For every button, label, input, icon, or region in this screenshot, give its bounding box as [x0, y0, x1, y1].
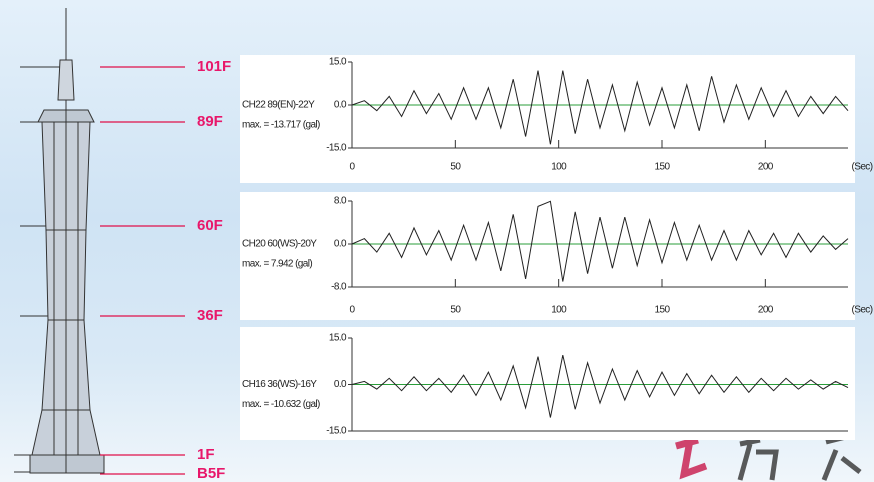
y-tick-label: -8.0: [331, 282, 347, 293]
floor-label: B5F: [197, 465, 225, 482]
panel-background: [240, 327, 855, 440]
x-tick-label: 150: [655, 305, 671, 316]
x-axis-label: (Sec): [852, 305, 873, 316]
floor-label: 36F: [197, 307, 223, 324]
channel-label: CH22 89(EN)-22Y: [242, 100, 315, 111]
y-tick-label: 0.0: [334, 239, 347, 250]
waveform: [351, 354, 849, 418]
x-tick-label: 50: [450, 162, 461, 173]
x-tick-label: 100: [551, 162, 567, 173]
panel-background: [240, 192, 855, 320]
max-label: max. = -10.632 (gal): [242, 399, 320, 410]
tower-diagram: [14, 8, 105, 474]
channel-label: CH16 36(WS)-16Y: [242, 379, 317, 390]
seismogram-panel: CH22 89(EN)-22Y max. = -13.717 (gal) 15.0 0…: [240, 55, 873, 183]
calligraphy: [675, 433, 862, 481]
floor-label: 89F: [197, 113, 223, 130]
x-tick-label: 0: [350, 305, 356, 316]
waveform: [351, 200, 849, 282]
seismogram-panel: CH20 60(WS)-20Y max. = 7.942 (gal) 8.0 0.0 -…: [240, 192, 873, 320]
y-tick-label: -15.0: [326, 426, 347, 437]
channel-label: CH20 60(WS)-20Y: [242, 239, 317, 250]
y-tick-label: 0.0: [334, 100, 347, 111]
x-tick-label: 200: [758, 305, 774, 316]
seismogram-panel: CH16 36(WS)-16Y max. = -10.632 (gal) 15.0 0…: [240, 327, 855, 440]
y-tick-label: -15.0: [326, 143, 347, 154]
x-tick-label: 200: [758, 162, 774, 173]
max-label: max. = 7.942 (gal): [242, 259, 312, 270]
y-tick-label: 15.0: [329, 333, 347, 344]
floor-label: 60F: [197, 217, 223, 234]
y-tick-label: 0.0: [334, 379, 347, 390]
y-tick-label: 8.0: [334, 196, 347, 207]
x-axis-label: (Sec): [852, 162, 873, 173]
floor-label: 1F: [197, 446, 215, 463]
x-tick-label: 0: [350, 162, 356, 173]
waveform: [351, 70, 849, 145]
floor-label: 101F: [197, 58, 231, 75]
y-tick-label: 15.0: [329, 57, 347, 68]
x-tick-label: 150: [655, 162, 671, 173]
x-tick-label: 50: [450, 305, 461, 316]
x-tick-label: 100: [551, 305, 567, 316]
max-label: max. = -13.717 (gal): [242, 120, 320, 131]
panel-background: [240, 55, 855, 183]
